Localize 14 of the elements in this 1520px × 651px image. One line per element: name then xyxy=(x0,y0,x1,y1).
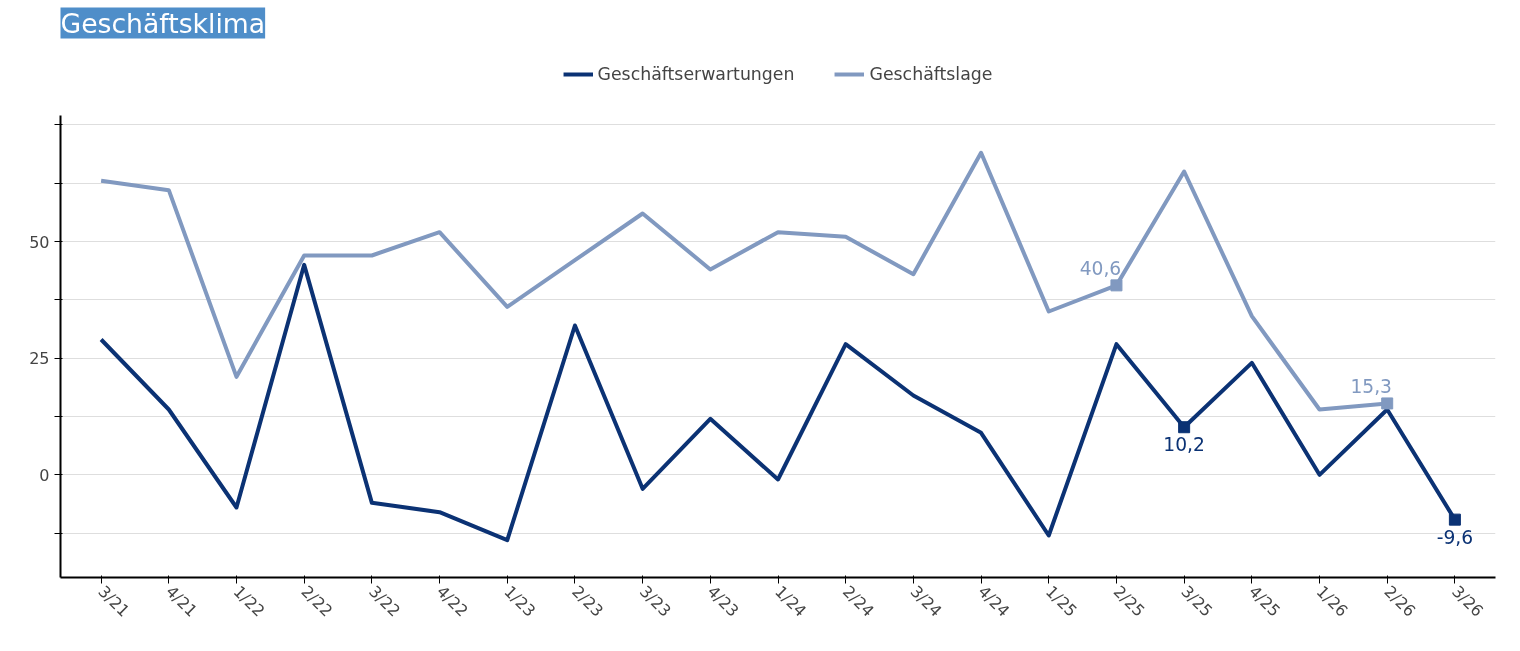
legend-label: Geschäftslage xyxy=(869,64,993,84)
data-label: -9,6 xyxy=(1436,526,1474,548)
chart-title: Geschäftsklima xyxy=(60,7,266,39)
point xyxy=(1381,397,1394,410)
data-label: 15,3 xyxy=(1350,376,1392,398)
data-label: 40,6 xyxy=(1079,258,1122,280)
y-tick-label: 50 xyxy=(29,232,50,252)
point xyxy=(1448,513,1461,526)
point xyxy=(1110,279,1123,292)
y-tick-label: 0 xyxy=(39,465,50,485)
data-label: 10,2 xyxy=(1163,434,1205,456)
point xyxy=(1178,421,1191,434)
legend-label: Geschäftserwartungen xyxy=(597,64,795,84)
y-tick-label: 25 xyxy=(29,349,50,369)
